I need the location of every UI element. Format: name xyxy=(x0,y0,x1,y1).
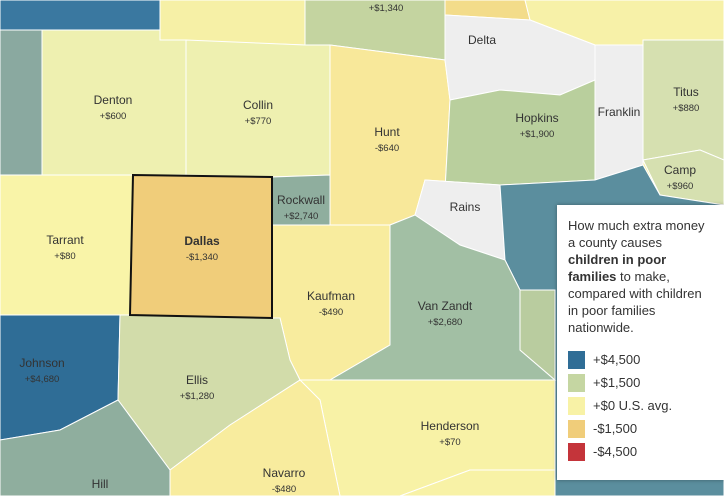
county-name: Johnson xyxy=(19,356,64,370)
dallas-outline xyxy=(128,173,273,320)
legend-outro: to make, compared with children in poor … xyxy=(568,269,702,335)
county-name: Ellis xyxy=(186,373,208,387)
county-name: Rockwall xyxy=(277,193,325,207)
county-value: +$1,900 xyxy=(520,129,555,140)
legend-item: -$4,500 xyxy=(568,440,714,463)
county-value: +$80 xyxy=(54,251,75,262)
legend-label: -$4,500 xyxy=(593,444,638,459)
legend-item: +$0 U.S. avg. xyxy=(568,394,714,417)
legend-swatch xyxy=(568,419,585,438)
county-shape xyxy=(169,379,341,496)
county-shape xyxy=(642,39,724,161)
county-name: Denton xyxy=(94,93,133,107)
county-value: +$770 xyxy=(245,116,272,127)
county-value: -$480 xyxy=(272,484,296,495)
legend-text: How much extra money a county causes chi… xyxy=(568,217,714,336)
county-shape xyxy=(0,399,171,496)
legend-item: +$1,500 xyxy=(568,371,714,394)
county-name: Hill xyxy=(92,477,109,491)
county-name: Hunt xyxy=(374,125,400,139)
legend-intro: How much extra money a county causes xyxy=(568,218,705,250)
county-value: +$4,680 xyxy=(25,374,60,385)
county-shape xyxy=(159,0,306,46)
legend: How much extra money a county causes chi… xyxy=(557,205,724,480)
county-name: Franklin xyxy=(598,105,641,119)
legend-label: +$4,500 xyxy=(593,352,641,367)
legend-items: +$4,500 +$1,500 +$0 U.S. avg. -$1,500 -$4,50… xyxy=(568,348,714,463)
legend-bold: children in poor families xyxy=(568,252,667,284)
county-name: Tarrant xyxy=(46,233,84,247)
county-value: +$960 xyxy=(667,181,694,192)
county-name: Henderson xyxy=(421,419,480,433)
county-value: +$600 xyxy=(100,111,127,122)
legend-swatch xyxy=(568,350,585,369)
legend-item: -$1,500 xyxy=(568,417,714,440)
county-value: -$1,340 xyxy=(186,252,218,263)
county-value: +$880 xyxy=(673,103,700,114)
county-value: -$490 xyxy=(319,307,343,318)
county-name: Delta xyxy=(468,33,496,47)
county-name: Hopkins xyxy=(515,111,558,125)
county-name: Camp xyxy=(664,163,696,177)
legend-label: +$0 U.S. avg. xyxy=(593,398,673,413)
county-shape xyxy=(399,469,556,496)
county-shape xyxy=(0,29,43,176)
county-value: -$640 xyxy=(375,143,399,154)
county-value: +$1,340 xyxy=(369,3,404,14)
county-name: Dallas xyxy=(184,234,220,248)
legend-swatch xyxy=(568,442,585,461)
county-value: +$1,280 xyxy=(180,391,215,402)
legend-item: +$4,500 xyxy=(568,348,714,371)
legend-label: +$1,500 xyxy=(593,375,641,390)
legend-swatch xyxy=(568,396,585,415)
county-name: Van Zandt xyxy=(418,299,473,313)
county-name: Collin xyxy=(243,98,273,112)
county-value: +$2,680 xyxy=(428,317,463,328)
legend-swatch xyxy=(568,373,585,392)
county-shape xyxy=(0,0,161,31)
county-value: +$70 xyxy=(439,437,460,448)
county-name: Titus xyxy=(673,85,699,99)
county-name: Kaufman xyxy=(307,289,355,303)
county-value: +$2,740 xyxy=(284,211,319,222)
legend-label: -$1,500 xyxy=(593,421,638,436)
county-name: Navarro xyxy=(263,466,306,480)
county-name: Rains xyxy=(450,200,481,214)
